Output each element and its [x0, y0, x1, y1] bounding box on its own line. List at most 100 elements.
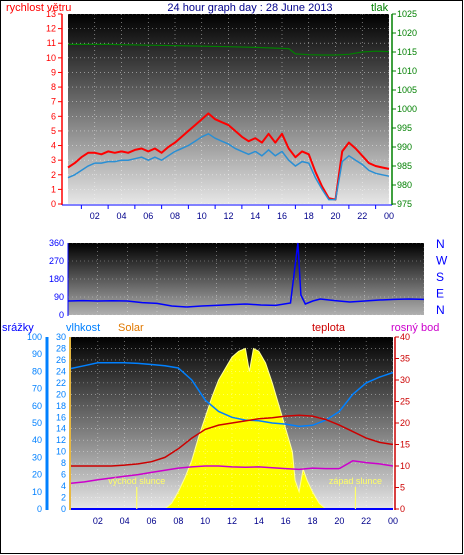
temperature-label: teplota [312, 322, 346, 334]
humidity-y-tick: 0 [61, 504, 66, 514]
wind-x-tick: 06 [143, 211, 153, 221]
humidity-y-tick: 16 [56, 412, 66, 422]
solar-label: Solar [118, 322, 144, 334]
temperature-y-tick: 10 [400, 461, 410, 471]
wind-y-tick: 13 [46, 9, 56, 19]
rain-y-tick: 70 [32, 384, 42, 394]
compass-label: S [436, 270, 444, 284]
wind-y-tick: 11 [47, 38, 56, 48]
wind-average-line [67, 132, 390, 201]
wind-x-tick: 16 [277, 211, 287, 221]
rain-y-ticks: 0 10 20 30 40 50 60 70 80 90 100 [27, 332, 42, 514]
rain-y-tick: 80 [32, 366, 42, 376]
wind-x-tick: 08 [170, 211, 180, 221]
rain-label: srážky [2, 322, 34, 334]
direction-y-tick: 270 [49, 256, 64, 266]
compass-label: W [436, 254, 448, 268]
wind-y-tick: 8 [51, 82, 56, 92]
dewpoint-label: rosný bod [391, 322, 439, 334]
pressure-y-tick: 990 [397, 142, 412, 152]
wind-x-tick: 14 [250, 211, 260, 221]
temperature-x-tick: 08 [173, 516, 183, 526]
temperature-x-tick: 06 [146, 516, 156, 526]
wind-y-tick: 3 [51, 155, 56, 165]
compass-label: E [436, 287, 444, 301]
temperature-x-tick: 04 [120, 516, 130, 526]
humidity-line [70, 362, 394, 428]
wind-y-tick: 2 [51, 170, 56, 180]
direction-grid [68, 242, 425, 316]
humidity-y-tick: 12 [56, 435, 66, 445]
pressure-line [68, 43, 390, 56]
temperature-y-tick: 20 [400, 418, 410, 428]
rain-y-tick: 20 [32, 470, 42, 480]
direction-y-tick: 360 [49, 238, 64, 248]
rain-y-tick: 60 [32, 401, 42, 411]
direction-y-tick: 180 [49, 274, 64, 284]
wind-x-tick: 04 [116, 211, 126, 221]
temperature-y-ticks: 0 5 10 15 20 25 30 35 40 [395, 332, 410, 514]
wind-x-tick: 10 [197, 211, 207, 221]
pressure-y-tick: 1000 [397, 104, 417, 114]
pressure-y-tick: 1005 [397, 85, 417, 95]
rain-y-tick: 90 [32, 349, 42, 359]
temperature-x-tick: 20 [334, 516, 344, 526]
humidity-y-tick: 14 [56, 424, 66, 434]
direction-y-ticks: 0 90 180 270 360 [49, 238, 64, 320]
wind-x-ticks: 02 04 06 08 10 12 14 16 18 20 22 00 [80, 205, 394, 221]
pressure-y-tick: 1020 [397, 28, 417, 38]
wind-speed-label: rychlost větru [6, 2, 71, 14]
compass-label: N [436, 237, 445, 251]
dewpoint-line [70, 460, 394, 484]
wind-x-tick: 02 [90, 211, 100, 221]
temperature-line [71, 414, 394, 467]
wind-x-tick: 12 [223, 211, 233, 221]
pressure-y-tick: 975 [397, 199, 412, 209]
temperature-x-tick: 02 [93, 516, 103, 526]
temperature-y-tick: 0 [400, 504, 405, 514]
pressure-y-tick: 980 [397, 180, 412, 190]
pressure-y-tick: 995 [397, 123, 412, 133]
sunrise-label: východ slunce [108, 476, 165, 486]
wind-series [67, 43, 390, 201]
wind-y-tick: 0 [51, 199, 56, 209]
rain-y-tick: 0 [37, 504, 42, 514]
humidity-y-tick: 28 [56, 343, 66, 353]
rain-y-tick: 40 [32, 435, 42, 445]
direction-y-tick: 0 [59, 310, 64, 320]
temperature-y-tick: 5 [400, 483, 405, 493]
temperature-series [70, 362, 394, 510]
rain-y-tick: 50 [32, 418, 42, 428]
pressure-y-tick: 985 [397, 161, 412, 171]
humidity-y-tick: 18 [56, 401, 66, 411]
wind-x-tick: 00 [384, 211, 394, 221]
wind-y-tick: 5 [51, 126, 56, 136]
temperature-x-tick: 22 [361, 516, 371, 526]
direction-y-tick: 90 [54, 292, 64, 302]
pressure-y-tick: 1025 [397, 9, 417, 19]
temperature-y-tick: 40 [400, 332, 410, 342]
temperature-x-tick: 10 [200, 516, 210, 526]
wind-y-tick: 6 [51, 111, 56, 121]
compass-label: N [436, 303, 445, 317]
humidity-y-tick: 10 [56, 447, 66, 457]
temperature-y-tick: 30 [400, 375, 410, 385]
temperature-x-tick: 00 [388, 516, 398, 526]
rain-y-tick: 100 [27, 332, 42, 342]
wind-y-tick: 12 [46, 24, 56, 34]
wind-y-tick: 9 [51, 67, 56, 77]
temperature-y-tick: 25 [400, 397, 410, 407]
temperature-x-tick: 18 [307, 516, 317, 526]
pressure-y-ticks: 975 980 985 990 995 1000 1005 1010 1015 1020 1025 [392, 9, 417, 209]
humidity-y-tick: 20 [56, 389, 66, 399]
wind-plot-area [68, 14, 389, 204]
humidity-y-tick: 26 [56, 355, 66, 365]
wind-grid [68, 13, 390, 205]
pressure-label: tlak [371, 2, 389, 14]
